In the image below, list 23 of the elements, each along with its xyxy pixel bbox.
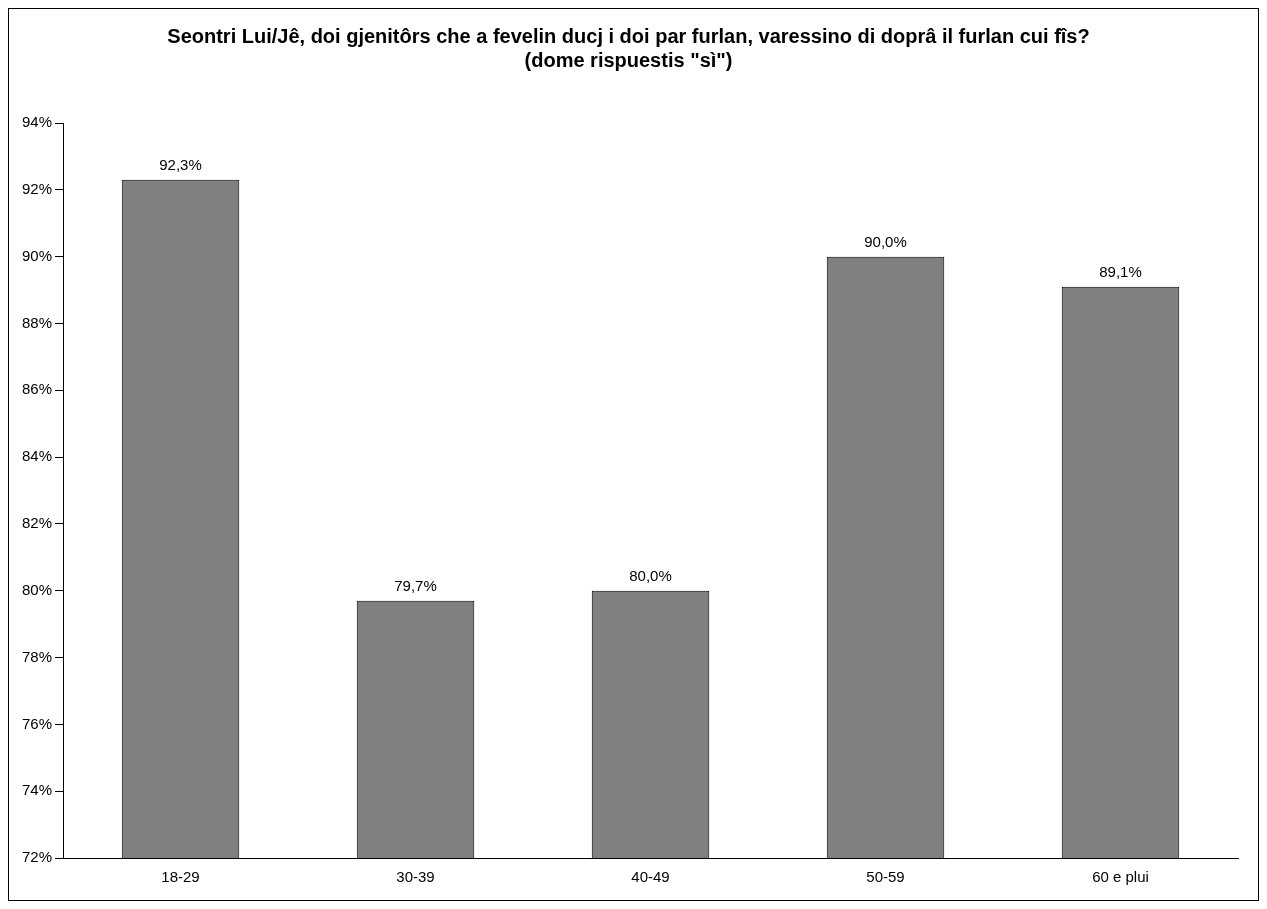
y-tick-label: 74% <box>21 781 53 799</box>
y-tick-label: 82% <box>21 514 53 532</box>
data-label: 79,7% <box>394 577 437 595</box>
y-tick-label: 92% <box>21 179 53 197</box>
y-tick-label: 90% <box>21 246 53 264</box>
x-tick-label: 18-29 <box>161 868 200 886</box>
x-tick-label: 30-39 <box>396 868 435 886</box>
x-tick-label: 60 e plui <box>1092 868 1149 886</box>
y-tick-label: 80% <box>21 580 53 598</box>
y-tick-label: 86% <box>21 380 53 398</box>
y-tick-label: 84% <box>21 447 53 465</box>
data-label: 90,0% <box>864 233 907 251</box>
x-tick-label: 40-49 <box>631 868 670 886</box>
y-tick-label: 78% <box>21 647 53 665</box>
data-label: 89,1% <box>1099 263 1142 281</box>
x-tick-label: 50-59 <box>866 868 905 886</box>
y-tick-label: 72% <box>21 848 53 866</box>
data-label: 92,3% <box>159 156 202 174</box>
chart-title: Seontri Lui/Jê, doi gjenitôrs che a fevelin ducj i doi par furlan, varessino di doprâ il furlan cui fîs? (dome rispuestis "sì") <box>167 24 1090 71</box>
y-tick-label: 94% <box>21 113 53 131</box>
y-tick-label: 76% <box>21 714 53 732</box>
y-tick-label: 88% <box>21 313 53 331</box>
data-label: 80,0% <box>629 567 672 585</box>
